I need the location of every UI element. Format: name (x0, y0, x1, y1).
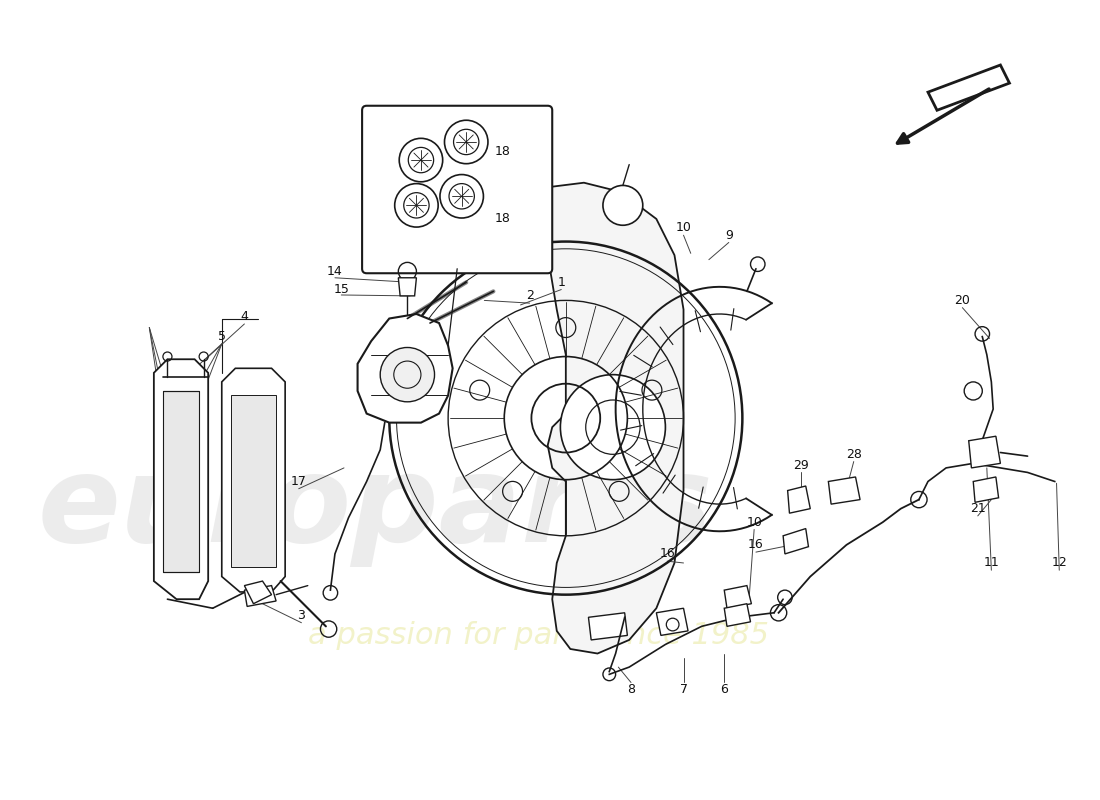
Text: 29: 29 (793, 458, 810, 472)
Polygon shape (974, 477, 999, 502)
Polygon shape (724, 604, 750, 626)
Text: 10: 10 (675, 222, 692, 234)
Text: 8: 8 (627, 683, 635, 696)
Circle shape (381, 347, 434, 402)
Text: 1: 1 (558, 276, 565, 289)
Text: 20: 20 (955, 294, 970, 307)
Text: 2: 2 (526, 290, 534, 302)
Polygon shape (783, 529, 808, 554)
Polygon shape (928, 65, 1010, 110)
Text: 18: 18 (495, 213, 510, 226)
Polygon shape (828, 477, 860, 504)
Text: 5: 5 (218, 330, 226, 343)
FancyBboxPatch shape (231, 395, 276, 567)
FancyBboxPatch shape (163, 391, 199, 572)
Text: 28: 28 (846, 448, 861, 461)
Polygon shape (543, 182, 683, 654)
Circle shape (965, 382, 982, 400)
Text: 16: 16 (748, 538, 763, 551)
Text: 10: 10 (746, 516, 762, 529)
Polygon shape (588, 613, 627, 640)
Text: 16: 16 (659, 547, 675, 561)
FancyBboxPatch shape (362, 106, 552, 274)
Text: 12: 12 (1052, 557, 1067, 570)
Polygon shape (154, 359, 208, 599)
Polygon shape (244, 581, 272, 604)
Polygon shape (398, 278, 417, 296)
Circle shape (560, 374, 666, 480)
Polygon shape (244, 586, 276, 606)
Text: 3: 3 (297, 609, 306, 622)
Text: 9: 9 (725, 229, 733, 242)
Text: 7: 7 (680, 683, 688, 696)
Text: 6: 6 (720, 683, 728, 696)
Text: europarts: europarts (37, 450, 714, 567)
Polygon shape (724, 586, 751, 608)
Polygon shape (358, 314, 452, 422)
Polygon shape (969, 436, 1000, 468)
Text: 14: 14 (327, 265, 343, 278)
Polygon shape (657, 608, 688, 635)
Text: 21: 21 (970, 502, 986, 515)
Circle shape (603, 186, 642, 226)
Polygon shape (222, 368, 285, 592)
Polygon shape (788, 486, 811, 513)
Text: 4: 4 (241, 310, 249, 323)
Text: 18: 18 (495, 145, 510, 158)
Text: 17: 17 (290, 475, 307, 488)
Text: 15: 15 (333, 283, 349, 296)
Text: 11: 11 (983, 557, 999, 570)
Text: a passion for parts since 1985: a passion for parts since 1985 (308, 621, 769, 650)
